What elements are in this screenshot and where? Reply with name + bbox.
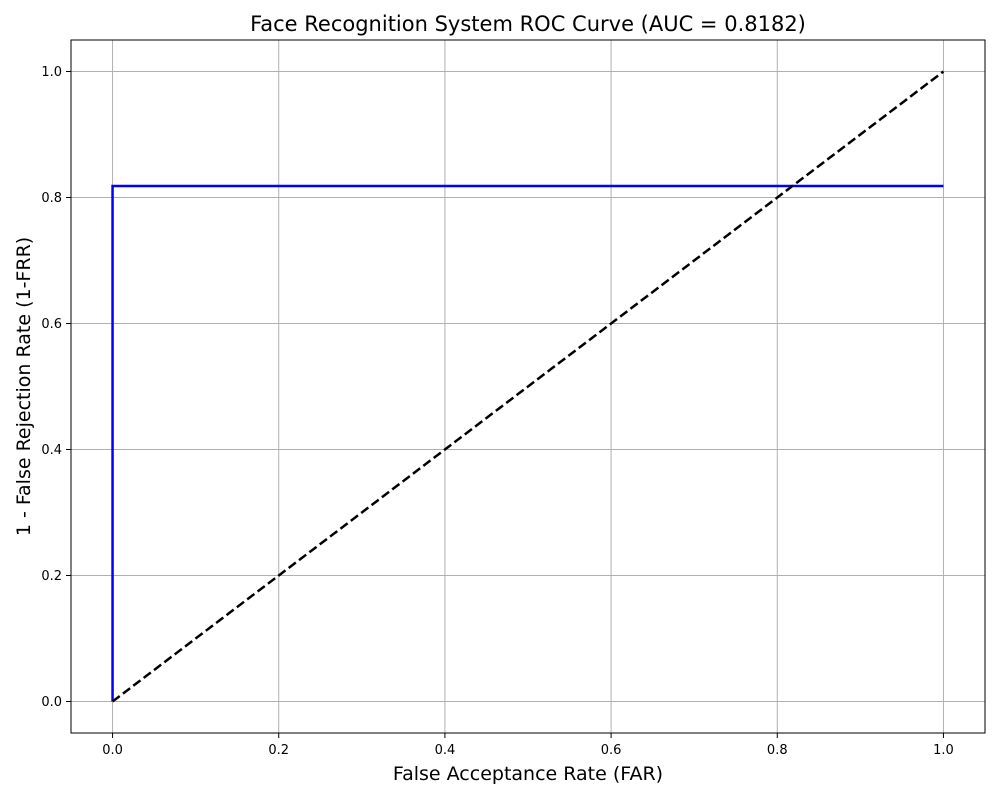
series-group <box>111 70 945 703</box>
chart-title: Face Recognition System ROC Curve (AUC =… <box>250 12 806 36</box>
x-tick-label-0: 0.0 <box>102 743 123 758</box>
random-classifier-line-1 <box>111 70 945 703</box>
x-tick-label-3: 0.6 <box>601 743 622 758</box>
y-tick-label-2: 0.4 <box>41 443 62 458</box>
y-tick-label-3: 0.6 <box>41 317 62 332</box>
y-tick-label-4: 0.8 <box>41 191 62 206</box>
x-tick-label-4: 0.8 <box>767 743 788 758</box>
y-tick-label-0: 0.0 <box>41 695 62 710</box>
x-tick-label-5: 1.0 <box>933 743 954 758</box>
roc-curve-line-0 <box>111 184 944 702</box>
plot-area-frame <box>70 39 986 734</box>
x-tick-label-1: 0.2 <box>268 743 289 758</box>
y-tick-label-5: 1.0 <box>41 65 62 80</box>
axis-ticks: 0.0 0.2 0.4 0.6 0.8 1.0 0.0 0.2 0.4 0.6 0.8 1.0 <box>41 65 953 758</box>
y-tick-label-1: 0.2 <box>41 569 62 584</box>
y-axis-label: 1 - False Rejection Rate (1-FRR) <box>13 237 35 536</box>
x-axis-label: False Acceptance Rate (FAR) <box>393 763 663 785</box>
x-tick-label-2: 0.4 <box>435 743 456 758</box>
grid-lines <box>71 40 985 733</box>
